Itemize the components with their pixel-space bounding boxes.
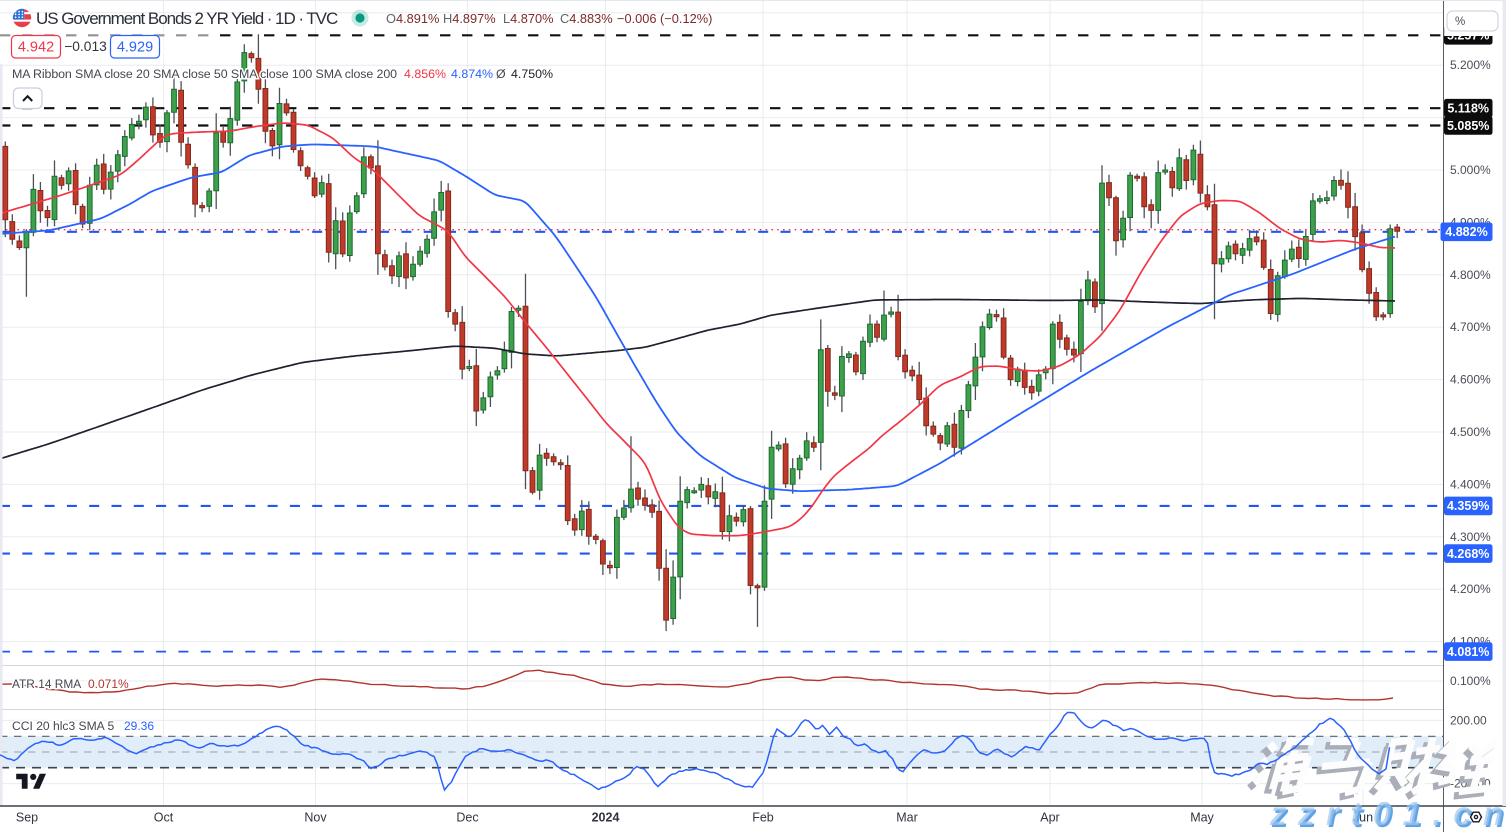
svg-text:4.500%: 4.500% <box>1450 425 1491 439</box>
svg-text:4.400%: 4.400% <box>1450 477 1491 491</box>
svg-text:L4.870%: L4.870% <box>503 11 554 26</box>
svg-text:Jun: Jun <box>1353 811 1373 825</box>
svg-text:Apr: Apr <box>1040 811 1059 825</box>
svg-text:Mar: Mar <box>896 811 918 825</box>
svg-text:4.800%: 4.800% <box>1450 268 1491 282</box>
svg-text:4.882%: 4.882% <box>1445 225 1487 239</box>
svg-text:4.300%: 4.300% <box>1450 530 1491 544</box>
svg-text:4.929: 4.929 <box>117 40 153 56</box>
svg-text:4.700%: 4.700% <box>1450 320 1491 334</box>
svg-text:Ø: Ø <box>496 67 506 81</box>
svg-text:200.00: 200.00 <box>1450 713 1487 727</box>
svg-text:Sep: Sep <box>16 811 38 825</box>
svg-text:Oct: Oct <box>154 811 174 825</box>
svg-text:US Government Bonds 2 YR Yield: US Government Bonds 2 YR Yield · 1D · TV… <box>36 9 338 28</box>
svg-text:Nov: Nov <box>304 811 327 825</box>
svg-text:%: % <box>1455 16 1465 28</box>
svg-text:O4.891%: O4.891% <box>386 11 439 26</box>
svg-text:4.268%: 4.268% <box>1447 547 1489 561</box>
svg-text:5.118%: 5.118% <box>1447 102 1489 116</box>
svg-text:0.100%: 0.100% <box>1450 674 1491 688</box>
svg-text:4.874%: 4.874% <box>451 67 493 81</box>
svg-text:May: May <box>1190 811 1214 825</box>
svg-text:CCI 20 hlc3 SMA 5: CCI 20 hlc3 SMA 5 <box>12 719 114 733</box>
svg-text:5.200%: 5.200% <box>1450 58 1491 72</box>
svg-text:zzrt01.cn: zzrt01.cn <box>1271 797 1506 832</box>
svg-text:4.081%: 4.081% <box>1447 645 1489 659</box>
svg-text:4.750%: 4.750% <box>511 67 553 81</box>
svg-text:0.071%: 0.071% <box>88 677 129 691</box>
svg-text:−0.006 (−0.12%): −0.006 (−0.12%) <box>617 11 712 26</box>
svg-text:29.36: 29.36 <box>124 719 154 733</box>
svg-text:4.856%: 4.856% <box>404 67 446 81</box>
svg-text:Dec: Dec <box>456 811 478 825</box>
svg-text:2024: 2024 <box>592 811 620 825</box>
svg-text:4.600%: 4.600% <box>1450 373 1491 387</box>
svg-text:Feb: Feb <box>752 811 774 825</box>
svg-text:5.085%: 5.085% <box>1447 119 1489 133</box>
svg-text:MA Ribbon SMA close 20 SMA clo: MA Ribbon SMA close 20 SMA close 50 SMA … <box>12 67 397 81</box>
svg-text:ATR 14 RMA: ATR 14 RMA <box>12 677 81 691</box>
svg-text:4.200%: 4.200% <box>1450 582 1491 596</box>
svg-text:H4.897%: H4.897% <box>443 11 496 26</box>
svg-text:zzrt01.cn: zzrt01.cn <box>1269 795 1506 832</box>
svg-text:−0.013: −0.013 <box>64 39 107 54</box>
svg-text:4.359%: 4.359% <box>1447 499 1489 513</box>
svg-text:5.000%: 5.000% <box>1450 163 1491 177</box>
svg-text:C4.883%: C4.883% <box>560 11 613 26</box>
svg-text:4.942: 4.942 <box>18 40 54 56</box>
